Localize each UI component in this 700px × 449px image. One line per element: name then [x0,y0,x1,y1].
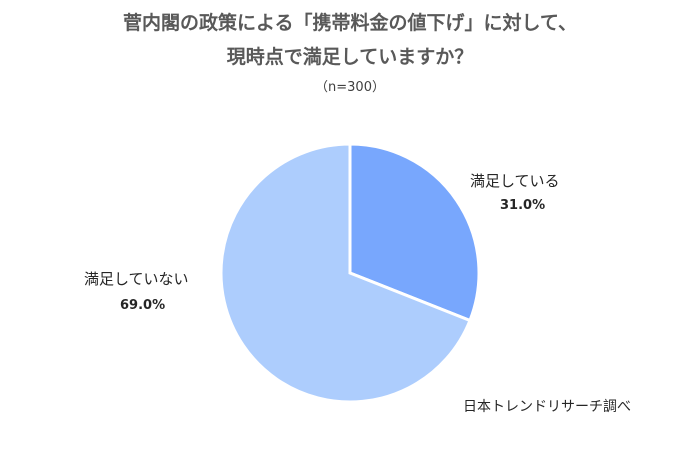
slice-label-satisfied: 満足している [470,172,560,190]
slice-not-satisfied [219,142,472,404]
slice-satisfied [348,142,481,323]
slice-value-satisfied: 31.0% [500,198,545,213]
source-note: 日本トレンドリサーチ調べ [463,399,631,415]
chart-title-line1: 菅内閣の政策による「携帯料金の値下げ」に対して、 [123,12,577,34]
chart-subtitle: （n=300） [315,80,385,95]
chart-title-line2: 現時点で満足していますか？ [226,46,474,68]
pie-slices [219,142,481,404]
slice-label-not-satisfied: 満足していない [84,270,189,288]
slice-value-not-satisfied: 69.0% [120,298,165,313]
